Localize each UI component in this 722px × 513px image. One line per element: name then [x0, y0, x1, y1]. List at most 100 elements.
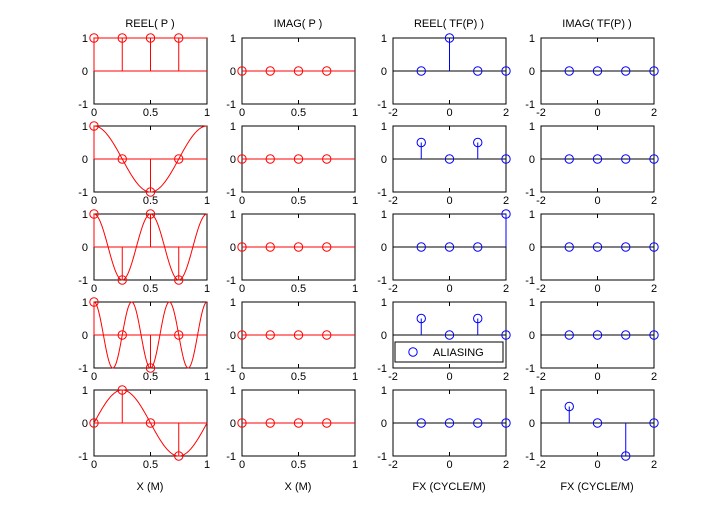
stem-marker: [444, 154, 455, 164]
y-tick-label: 0: [529, 242, 535, 254]
x-tick-label: -2: [536, 371, 546, 383]
y-tick-label: -1: [525, 275, 535, 287]
stem-marker: [416, 242, 426, 252]
stem-marker: [592, 418, 603, 428]
y-tick-label: -1: [377, 187, 387, 199]
x-axis-label: X (M): [137, 481, 164, 493]
y-tick-label: 1: [529, 209, 535, 221]
stem-marker: [322, 66, 332, 76]
stem-marker: [293, 330, 304, 340]
x-tick-label: 1: [352, 195, 358, 207]
stem-marker: [89, 33, 99, 43]
stem-marker: [473, 418, 483, 428]
stem-marker: [265, 418, 275, 428]
y-tick-label: -1: [78, 99, 88, 111]
y-tick-label: 0: [82, 66, 88, 78]
x-tick-label: 0: [239, 107, 245, 119]
y-tick-label: 1: [82, 121, 88, 133]
stem-marker: [444, 33, 455, 43]
legend-marker: [408, 347, 418, 357]
x-tick-label: 2: [503, 459, 509, 471]
x-tick-label: -2: [388, 107, 398, 119]
y-tick-label: -1: [78, 187, 88, 199]
x-tick-label: 0: [594, 371, 600, 383]
y-tick-label: -1: [377, 275, 387, 287]
signal-curve: [93, 389, 208, 457]
stem-marker: [592, 66, 603, 76]
y-tick-label: 1: [381, 385, 387, 397]
x-tick-label: 2: [651, 195, 657, 207]
stem-marker: [649, 330, 659, 340]
stem-marker: [444, 418, 455, 428]
stem-marker: [621, 451, 631, 461]
stem-marker: [564, 66, 574, 76]
x-tick-label: -2: [388, 459, 398, 471]
subplot: -1 0 1 -2 0 2: [525, 297, 659, 383]
stem-marker: [89, 209, 99, 219]
y-tick-label: 1: [529, 121, 535, 133]
stem-marker: [501, 66, 511, 76]
stem-marker: [322, 418, 332, 428]
stem-marker: [174, 451, 184, 461]
x-tick-label: 0.5: [291, 371, 306, 383]
y-tick-label: -1: [226, 99, 236, 111]
stem-marker: [322, 330, 332, 340]
stem-marker: [117, 275, 127, 285]
subplot: -1 0 1 -2 0 2: [525, 121, 659, 207]
x-tick-label: -2: [536, 459, 546, 471]
stem-marker: [416, 313, 426, 324]
x-tick-label: 1: [204, 459, 210, 471]
stem-marker: [501, 154, 511, 164]
x-tick-label: 1: [204, 107, 210, 119]
legend-label: ALIASING: [433, 347, 484, 359]
column-title: IMAG( P ): [274, 18, 323, 30]
x-tick-label: 1: [352, 459, 358, 471]
x-tick-label: 2: [651, 107, 657, 119]
stem-marker: [473, 66, 483, 76]
stem-marker: [265, 66, 275, 76]
x-tick-label: 0.5: [143, 371, 158, 383]
x-tick-label: 0.5: [291, 195, 306, 207]
y-tick-label: 1: [230, 33, 236, 45]
subplot: -1 0 1 -2 0 2: [377, 385, 511, 471]
stem-marker: [501, 418, 511, 428]
subplot: -1 0 1 -2 0 2: [377, 297, 511, 383]
column-title: REEL( P ): [125, 18, 174, 30]
x-tick-label: -2: [388, 195, 398, 207]
y-tick-label: 1: [230, 297, 236, 309]
y-tick-label: 0: [230, 154, 236, 166]
x-tick-label: 0.5: [143, 195, 158, 207]
y-tick-label: 1: [381, 297, 387, 309]
subplot: -1 0 1 -2 0 2: [377, 33, 511, 119]
stem-marker: [145, 187, 156, 197]
y-tick-label: -1: [377, 451, 387, 463]
x-tick-label: 0.5: [291, 107, 306, 119]
x-tick-label: 0.5: [143, 283, 158, 295]
y-tick-label: -1: [525, 187, 535, 199]
stem-marker: [473, 313, 483, 324]
y-tick-label: 0: [82, 242, 88, 254]
y-tick-label: 0: [529, 154, 535, 166]
y-tick-label: -1: [377, 363, 387, 375]
y-tick-label: 1: [381, 121, 387, 133]
x-tick-label: 0: [91, 459, 97, 471]
stem-marker: [145, 33, 156, 43]
y-tick-label: -1: [78, 363, 88, 375]
x-tick-label: 0: [239, 283, 245, 295]
stem-marker: [322, 154, 332, 164]
x-tick-label: 0: [239, 371, 245, 383]
stem-marker: [649, 418, 659, 428]
x-tick-label: 1: [204, 195, 210, 207]
x-tick-label: 0: [91, 283, 97, 295]
stem-marker: [564, 401, 574, 412]
stem-marker: [117, 33, 127, 43]
x-tick-label: -2: [388, 283, 398, 295]
stem-marker: [145, 418, 156, 428]
x-tick-label: 2: [651, 459, 657, 471]
